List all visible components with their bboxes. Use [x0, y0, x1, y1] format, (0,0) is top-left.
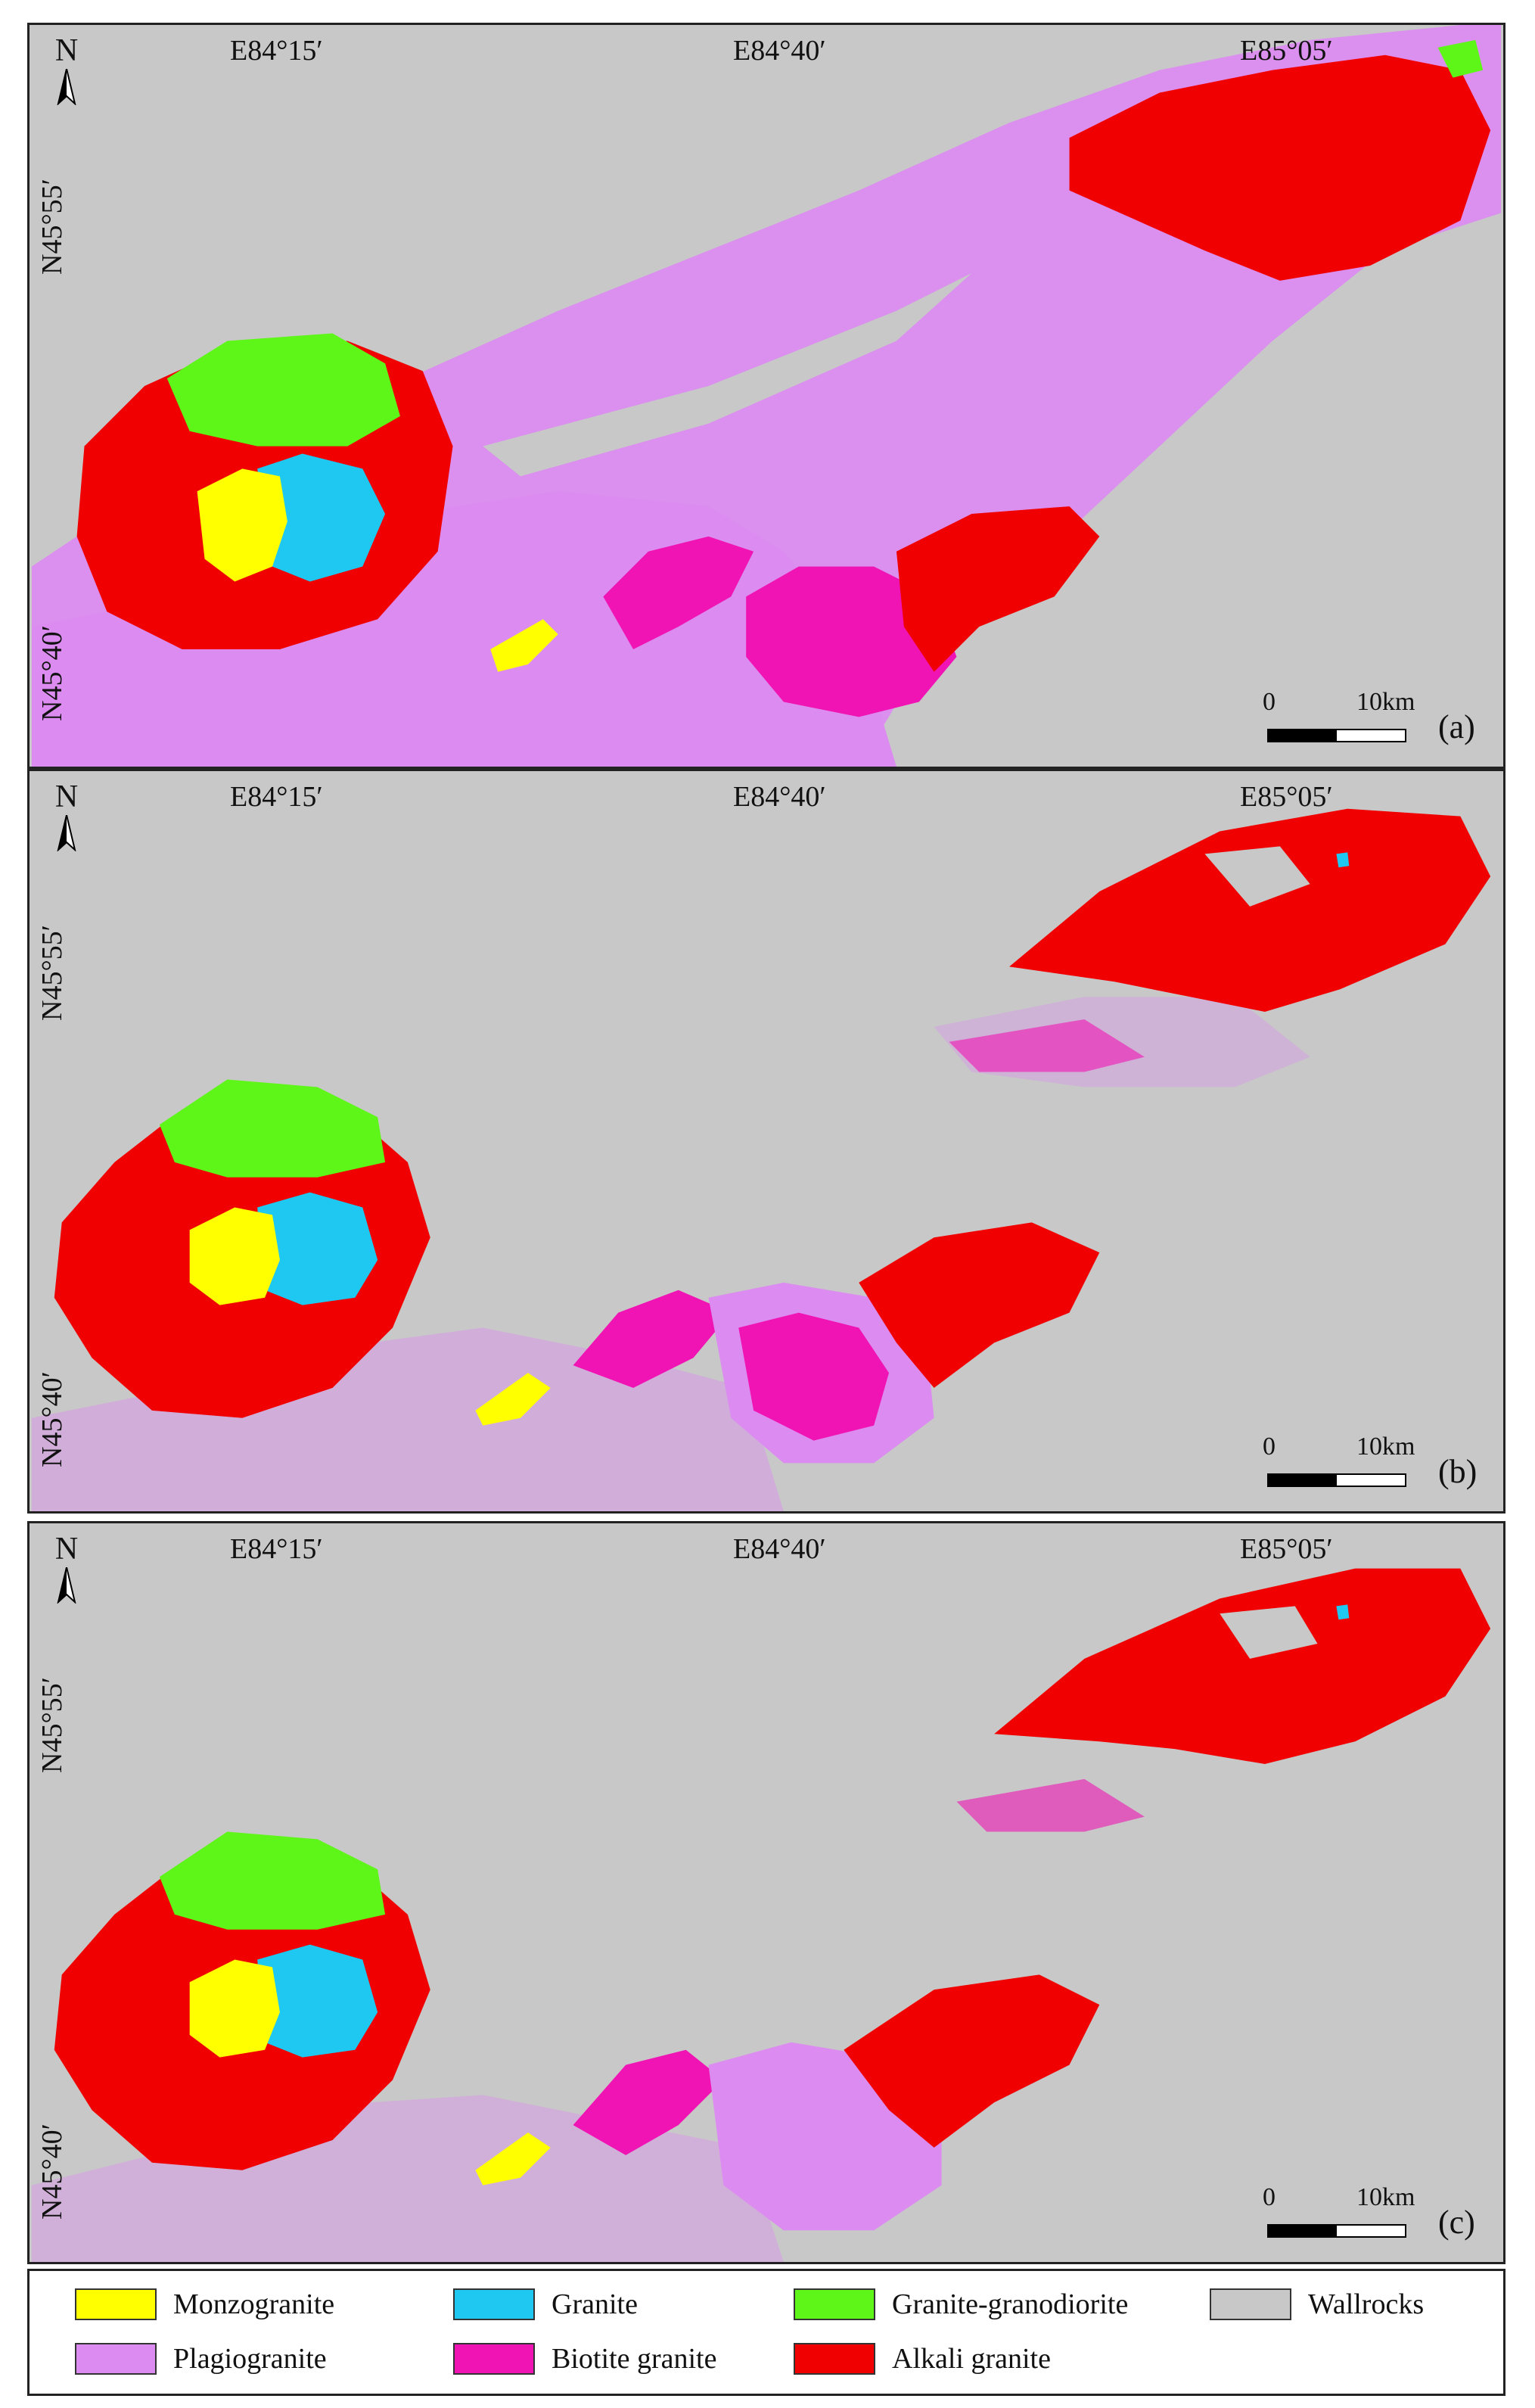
lat-label-2: N45°40′ — [36, 1371, 68, 1467]
north-label: N — [54, 1532, 79, 1566]
legend-label: Granite — [552, 2288, 638, 2320]
legend-item-plagiogranite: Plagiogranite — [75, 2342, 327, 2375]
map-panel-b: N E84°15′ E84°40′ E85°05′ N45°55′ N45°40… — [27, 769, 1505, 1514]
biotite-body-1 — [603, 536, 754, 649]
scale-bar: 0 10km (c) — [1263, 2183, 1482, 2251]
granodiorite-cap — [166, 333, 400, 446]
map-panel-c: N E84°15′ E84°40′ E85°05′ N45°55′ N45°40… — [27, 1521, 1505, 2264]
legend-swatch — [1210, 2288, 1291, 2320]
lat-label-2: N45°40′ — [36, 2123, 68, 2220]
legend-swatch — [75, 2288, 157, 2320]
lon-label-1: E84°15′ — [230, 1533, 323, 1565]
monzogranite-core — [197, 468, 287, 582]
north-label: N — [54, 779, 79, 814]
north-arrow-icon — [57, 69, 76, 105]
classification-map-b — [31, 808, 1491, 1511]
panel-label: (b) — [1438, 1453, 1478, 1490]
classification-map-a — [31, 25, 1502, 767]
scale-bar: 0 10km (a) — [1263, 688, 1482, 756]
north-arrow-icon — [57, 815, 76, 851]
lon-label-1: E84°15′ — [230, 781, 323, 813]
scale-zero: 0 — [1263, 688, 1276, 716]
scale-bar-graphic — [1267, 2224, 1406, 2238]
lon-label-1: E84°15′ — [230, 35, 323, 67]
scale-bar-graphic — [1267, 729, 1406, 742]
scale-zero: 0 — [1263, 1433, 1276, 1461]
lon-label-2: E84°40′ — [733, 781, 826, 813]
legend-label: Alkali granite — [892, 2343, 1051, 2375]
legend-label: Wallrocks — [1308, 2288, 1425, 2320]
lat-label-1: N45°55′ — [36, 179, 68, 275]
granite-core — [257, 453, 386, 582]
legend-item-alkali-granite: Alkali granite — [794, 2342, 1051, 2375]
legend-item-granite: Granite — [453, 2288, 638, 2321]
legend-swatch — [794, 2288, 875, 2320]
legend-label: Granite-granodiorite — [892, 2288, 1129, 2320]
lat-label-2: N45°40′ — [36, 625, 68, 721]
lon-label-2: E84°40′ — [733, 35, 826, 67]
legend-item-biotite-granite: Biotite granite — [453, 2342, 716, 2375]
legend-label: Plagiogranite — [173, 2343, 327, 2375]
alkali-body-ne — [1069, 54, 1491, 281]
legend-label: Biotite granite — [552, 2343, 717, 2375]
scale-km: 10km — [1356, 688, 1415, 716]
lon-label-3: E85°05′ — [1240, 781, 1333, 813]
scale-bar-graphic — [1267, 1473, 1406, 1487]
scale-km: 10km — [1356, 1433, 1415, 1461]
panel-label: (a) — [1438, 708, 1475, 745]
scale-bar: 0 10km (b) — [1263, 1433, 1482, 1501]
classification-map-c — [31, 1568, 1491, 2262]
legend-swatch — [794, 2343, 875, 2375]
legend-swatch — [453, 2288, 535, 2320]
north-label: N — [54, 33, 79, 68]
map-panel-a: N E84°15′ E84°40′ E85°05′ N45°55′ N45°40… — [27, 23, 1505, 769]
alkali-body-se — [896, 506, 1100, 672]
scale-zero: 0 — [1263, 2183, 1276, 2211]
lat-label-1: N45°55′ — [36, 925, 68, 1021]
north-arrow-icon — [57, 1567, 76, 1604]
legend-swatch — [453, 2343, 535, 2375]
lon-label-3: E85°05′ — [1240, 1533, 1333, 1565]
legend-item-granite-granodiorite: Granite-granodiorite — [794, 2288, 1128, 2321]
legend-swatch — [75, 2343, 157, 2375]
scale-km: 10km — [1356, 2183, 1415, 2211]
legend-item-wallrocks: Wallrocks — [1210, 2288, 1424, 2321]
lon-label-3: E85°05′ — [1240, 35, 1333, 67]
lon-label-2: E84°40′ — [733, 1533, 826, 1565]
legend-label: Monzogranite — [173, 2288, 335, 2320]
north-arrow: N — [49, 1532, 84, 1604]
lat-label-1: N45°55′ — [36, 1677, 68, 1773]
legend-item-monzogranite: Monzogranite — [75, 2288, 334, 2321]
north-arrow: N — [49, 34, 84, 105]
north-arrow: N — [49, 780, 84, 851]
legend: Monzogranite Granite Granite-granodiorit… — [27, 2269, 1505, 2396]
panel-label: (c) — [1438, 2204, 1475, 2241]
